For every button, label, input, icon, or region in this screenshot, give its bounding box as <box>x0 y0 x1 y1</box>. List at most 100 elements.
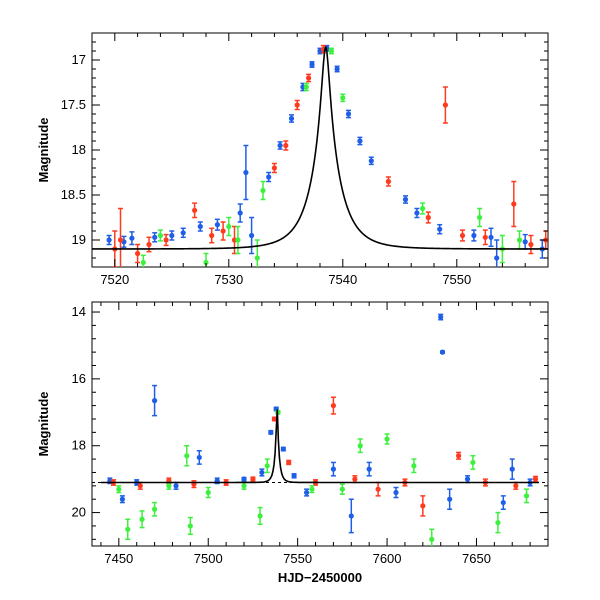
top-axis-ticks: 7520 7530 7540 7550 17 17.5 18 18.5 19 <box>61 32 549 287</box>
point-marker <box>352 476 358 482</box>
bottom-data-layer <box>92 313 548 546</box>
y-tick-label: 20 <box>72 505 86 520</box>
point-marker <box>532 476 539 482</box>
data-point <box>420 202 426 215</box>
data-point <box>330 461 337 477</box>
data-point <box>214 218 220 231</box>
point-marker <box>522 239 528 245</box>
data-point <box>459 229 466 242</box>
data-point <box>402 195 409 204</box>
data-point <box>271 162 277 174</box>
data-point <box>294 99 300 111</box>
point-marker <box>140 259 146 266</box>
point-marker <box>237 210 243 216</box>
point-marker <box>151 506 158 512</box>
data-point <box>264 458 270 474</box>
point-marker <box>259 469 265 476</box>
point-marker <box>286 459 292 466</box>
point-marker <box>119 496 125 502</box>
x-tick-label: 7500 <box>194 551 223 566</box>
point-marker <box>250 476 256 482</box>
data-point <box>169 230 175 241</box>
data-point <box>250 476 256 482</box>
data-point <box>414 207 420 219</box>
point-marker <box>464 476 471 482</box>
data-point <box>117 207 124 267</box>
point-marker <box>438 314 444 320</box>
point-marker <box>205 489 211 496</box>
data-point <box>366 461 372 477</box>
point-marker <box>368 158 374 164</box>
point-marker <box>266 174 272 180</box>
point-marker <box>106 237 112 243</box>
data-point <box>203 252 209 267</box>
x-tick-label: 7650 <box>462 551 491 566</box>
point-marker <box>152 234 158 240</box>
point-marker <box>509 466 515 472</box>
point-marker <box>197 223 203 230</box>
point-marker <box>241 476 247 482</box>
point-marker <box>459 232 466 239</box>
data-point <box>119 495 125 504</box>
x-tick-label: 7530 <box>214 272 243 287</box>
data-point <box>411 458 417 474</box>
data-point <box>330 396 337 415</box>
data-point <box>345 109 352 119</box>
data-point <box>328 47 334 55</box>
y-tick-label: 19 <box>72 232 86 247</box>
data-point <box>303 488 310 497</box>
point-marker <box>340 95 346 101</box>
point-marker <box>309 486 315 492</box>
point-marker <box>116 486 122 492</box>
point-marker <box>348 513 354 519</box>
data-point <box>511 180 517 228</box>
point-marker <box>166 483 172 489</box>
point-marker <box>254 255 260 261</box>
point-marker <box>139 516 145 522</box>
data-point <box>352 475 358 484</box>
data-point <box>309 485 315 494</box>
point-marker <box>420 205 426 212</box>
data-point <box>523 488 530 504</box>
x-tick-label: 7550 <box>442 272 471 287</box>
data-point <box>283 140 289 151</box>
data-point <box>340 93 346 103</box>
point-marker <box>196 454 202 461</box>
data-point <box>309 61 315 68</box>
data-point <box>241 476 247 482</box>
point-marker <box>192 207 198 213</box>
data-point <box>516 230 523 250</box>
data-point <box>106 234 112 246</box>
data-point <box>334 65 340 73</box>
point-marker <box>495 520 501 526</box>
point-marker <box>414 210 420 216</box>
data-point <box>470 455 476 470</box>
point-marker <box>163 237 169 243</box>
point-marker <box>471 232 477 239</box>
data-point <box>197 221 203 232</box>
point-marker <box>243 169 249 176</box>
data-point <box>220 221 226 241</box>
top-data-layer <box>92 44 548 267</box>
point-marker <box>184 453 190 459</box>
data-point <box>288 114 295 123</box>
data-point <box>192 202 198 219</box>
point-marker <box>220 228 226 234</box>
point-marker <box>328 48 334 54</box>
data-point <box>375 481 381 497</box>
data-point <box>260 180 266 201</box>
data-point <box>187 516 193 536</box>
x-tick-label: 7600 <box>373 551 402 566</box>
data-point <box>277 141 283 150</box>
point-marker <box>516 237 523 243</box>
y-tick-label: 18 <box>72 142 86 157</box>
point-marker <box>283 142 289 149</box>
data-point <box>266 171 272 183</box>
data-point <box>442 86 448 124</box>
point-marker <box>268 429 274 435</box>
point-marker <box>303 84 309 90</box>
point-marker <box>271 416 277 422</box>
point-marker <box>500 499 506 506</box>
data-point <box>488 227 494 248</box>
point-marker <box>151 398 158 404</box>
